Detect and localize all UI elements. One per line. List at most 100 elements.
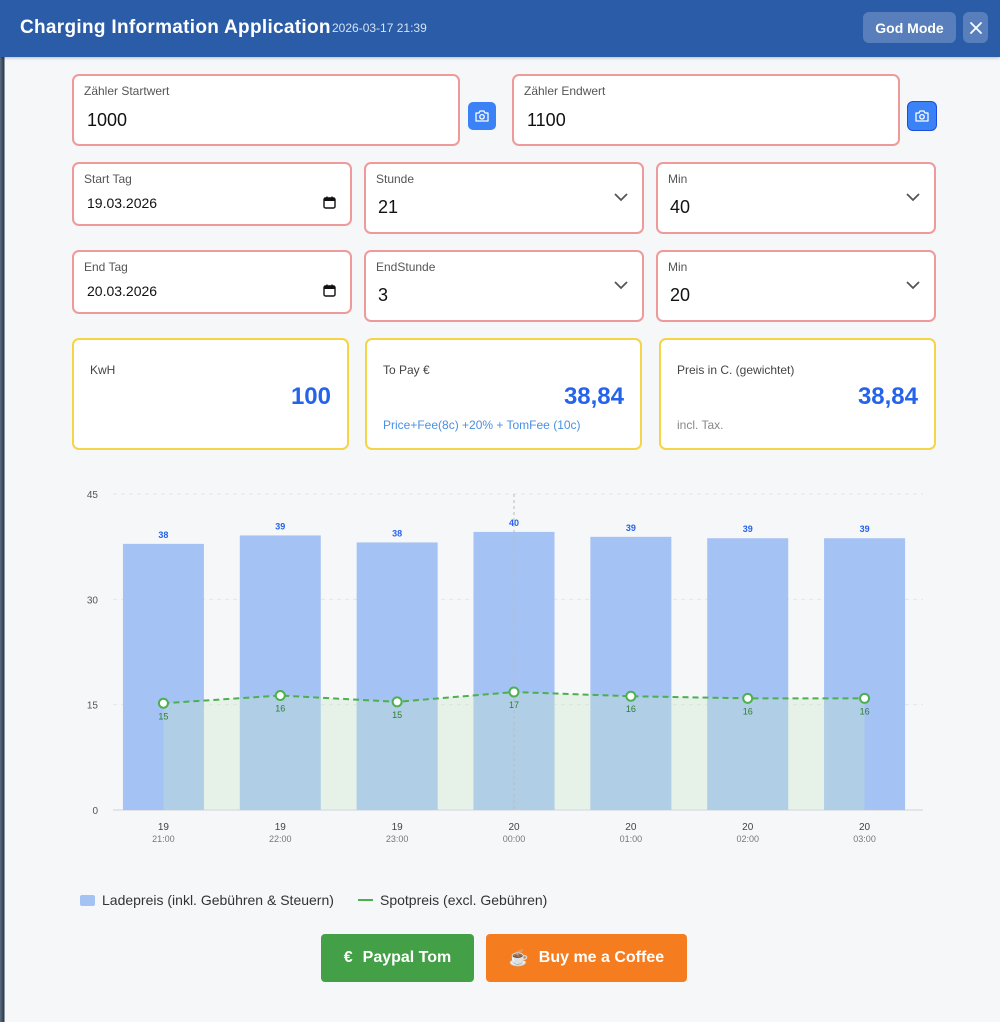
x-tick-time: 23:00 [386, 834, 409, 844]
kwh-value: 100 [290, 383, 331, 410]
x-tick-day: 19 [392, 822, 404, 833]
y-tick-label: 45 [87, 490, 99, 501]
bar [356, 542, 438, 810]
god-mode-button[interactable]: God Mode [863, 12, 956, 43]
spot-value-label: 15 [158, 711, 168, 721]
bar [239, 535, 321, 810]
paypal-button[interactable]: € Paypal Tom [321, 934, 474, 982]
meter-end-label: Zähler Endwert [524, 84, 606, 98]
bar-value-label: 39 [743, 524, 753, 534]
y-tick-label: 30 [87, 595, 99, 606]
spot-point [625, 690, 637, 702]
start-hour-value: 21 [378, 197, 399, 217]
spot-point [274, 690, 286, 702]
meter-end-value[interactable]: 1100 [527, 110, 566, 130]
camera-icon [475, 110, 489, 122]
legend-item-spotpreis[interactable]: Spotpreis (excl. Gebühren) [358, 892, 547, 908]
to-pay-label: To Pay € [383, 363, 430, 377]
start-hour-select[interactable]: Stunde 21 [364, 162, 644, 234]
bar-value-label: 38 [158, 530, 168, 540]
bar-value-label: 39 [860, 524, 870, 534]
close-icon [969, 21, 982, 34]
meter-start-value[interactable]: 1000 [87, 110, 128, 130]
end-min-value: 20 [670, 285, 691, 305]
bar [122, 543, 204, 810]
to-pay-value: 38,84 [563, 383, 624, 410]
spot-value-label: 16 [743, 706, 753, 716]
legend-swatch-line [358, 899, 373, 901]
spot-value-label: 17 [509, 700, 519, 710]
price-value: 38,84 [857, 383, 918, 410]
end-day-field[interactable]: End Tag 20.03.2026 [72, 250, 352, 314]
end-min-label: Min [668, 260, 688, 274]
x-tick-day: 19 [158, 822, 170, 833]
x-tick-day: 20 [625, 822, 637, 833]
bar [590, 536, 672, 810]
header-timestamp: 2026-03-17 21:39 [332, 21, 427, 35]
price-note: incl. Tax. [677, 418, 724, 432]
spot-point [391, 696, 403, 708]
start-min-label: Min [668, 172, 688, 186]
spot-value-label: 16 [275, 704, 285, 714]
spot-value-label: 16 [860, 706, 870, 716]
bar-value-label: 40 [509, 518, 519, 528]
spot-area [163, 692, 865, 810]
to-pay-card: To Pay € 38,84 Price+Fee(8c) +20% + TomF… [365, 338, 642, 450]
chevron-down-icon [614, 193, 628, 202]
bar-value-label: 39 [275, 521, 285, 531]
end-hour-value: 3 [378, 285, 389, 305]
x-tick-day: 20 [508, 822, 520, 833]
euro-icon: € [343, 949, 353, 966]
x-tick-day: 20 [742, 822, 754, 833]
close-button[interactable] [963, 12, 988, 43]
end-hour-select[interactable]: EndStunde 3 [364, 250, 644, 322]
app-header: Charging Information Application 2026-03… [0, 0, 1000, 57]
bar [824, 538, 906, 810]
price-card: Preis in C. (gewichtet) 38,84 incl. Tax. [659, 338, 936, 450]
start-day-field[interactable]: Start Tag 19.03.2026 [72, 162, 352, 226]
end-min-select[interactable]: Min 20 [656, 250, 936, 322]
chevron-down-icon [906, 281, 920, 290]
chevron-down-icon [614, 281, 628, 290]
start-min-select[interactable]: Min 40 [656, 162, 936, 234]
end-hour-label: EndStunde [376, 260, 436, 274]
price-label: Preis in C. (gewichtet) [677, 363, 795, 377]
legend-label-ladepreis: Ladepreis (inkl. Gebühren & Steuern) [102, 892, 334, 908]
x-tick-time: 01:00 [620, 834, 643, 844]
meter-start-label: Zähler Startwert [84, 84, 170, 98]
spot-point [859, 692, 871, 704]
spot-point [157, 697, 169, 709]
end-day-label: End Tag [84, 260, 128, 274]
meter-end-camera-button[interactable] [908, 102, 936, 130]
x-tick-day: 20 [859, 822, 871, 833]
x-tick-day: 19 [275, 822, 287, 833]
to-pay-note: Price+Fee(8c) +20% + TomFee (10c) [383, 418, 581, 432]
meter-start-field[interactable]: Zähler Startwert 1000 [72, 74, 460, 146]
legend-item-ladepreis[interactable]: Ladepreis (inkl. Gebühren & Steuern) [80, 892, 334, 908]
x-tick-time: 02:00 [736, 834, 759, 844]
bar [707, 538, 789, 810]
start-day-value[interactable]: 19.03.2026 [87, 195, 158, 211]
kwh-label: KwH [90, 363, 116, 377]
start-day-label: Start Tag [84, 172, 132, 186]
x-tick-time: 21:00 [152, 834, 175, 844]
meter-end-field[interactable]: Zähler Endwert 1100 [512, 74, 900, 146]
calendar-icon[interactable] [323, 196, 336, 209]
spot-value-label: 16 [626, 704, 636, 714]
meter-start-camera-button[interactable] [468, 102, 496, 130]
camera-icon [915, 110, 929, 122]
x-tick-time: 00:00 [503, 834, 526, 844]
bar-value-label: 39 [626, 523, 636, 533]
coffee-label: Buy me a Coffee [538, 949, 665, 966]
spot-point [508, 686, 520, 698]
coffee-button[interactable]: ☕ Buy me a Coffee [486, 934, 687, 982]
y-tick-label: 15 [87, 701, 99, 712]
bar-value-label: 38 [392, 528, 402, 538]
app-title: Charging Information Application [20, 17, 331, 38]
calendar-icon[interactable] [323, 284, 336, 297]
coffee-icon: ☕ [508, 950, 529, 967]
x-tick-time: 22:00 [269, 834, 292, 844]
start-hour-label: Stunde [376, 172, 415, 186]
end-day-value[interactable]: 20.03.2026 [87, 283, 158, 299]
